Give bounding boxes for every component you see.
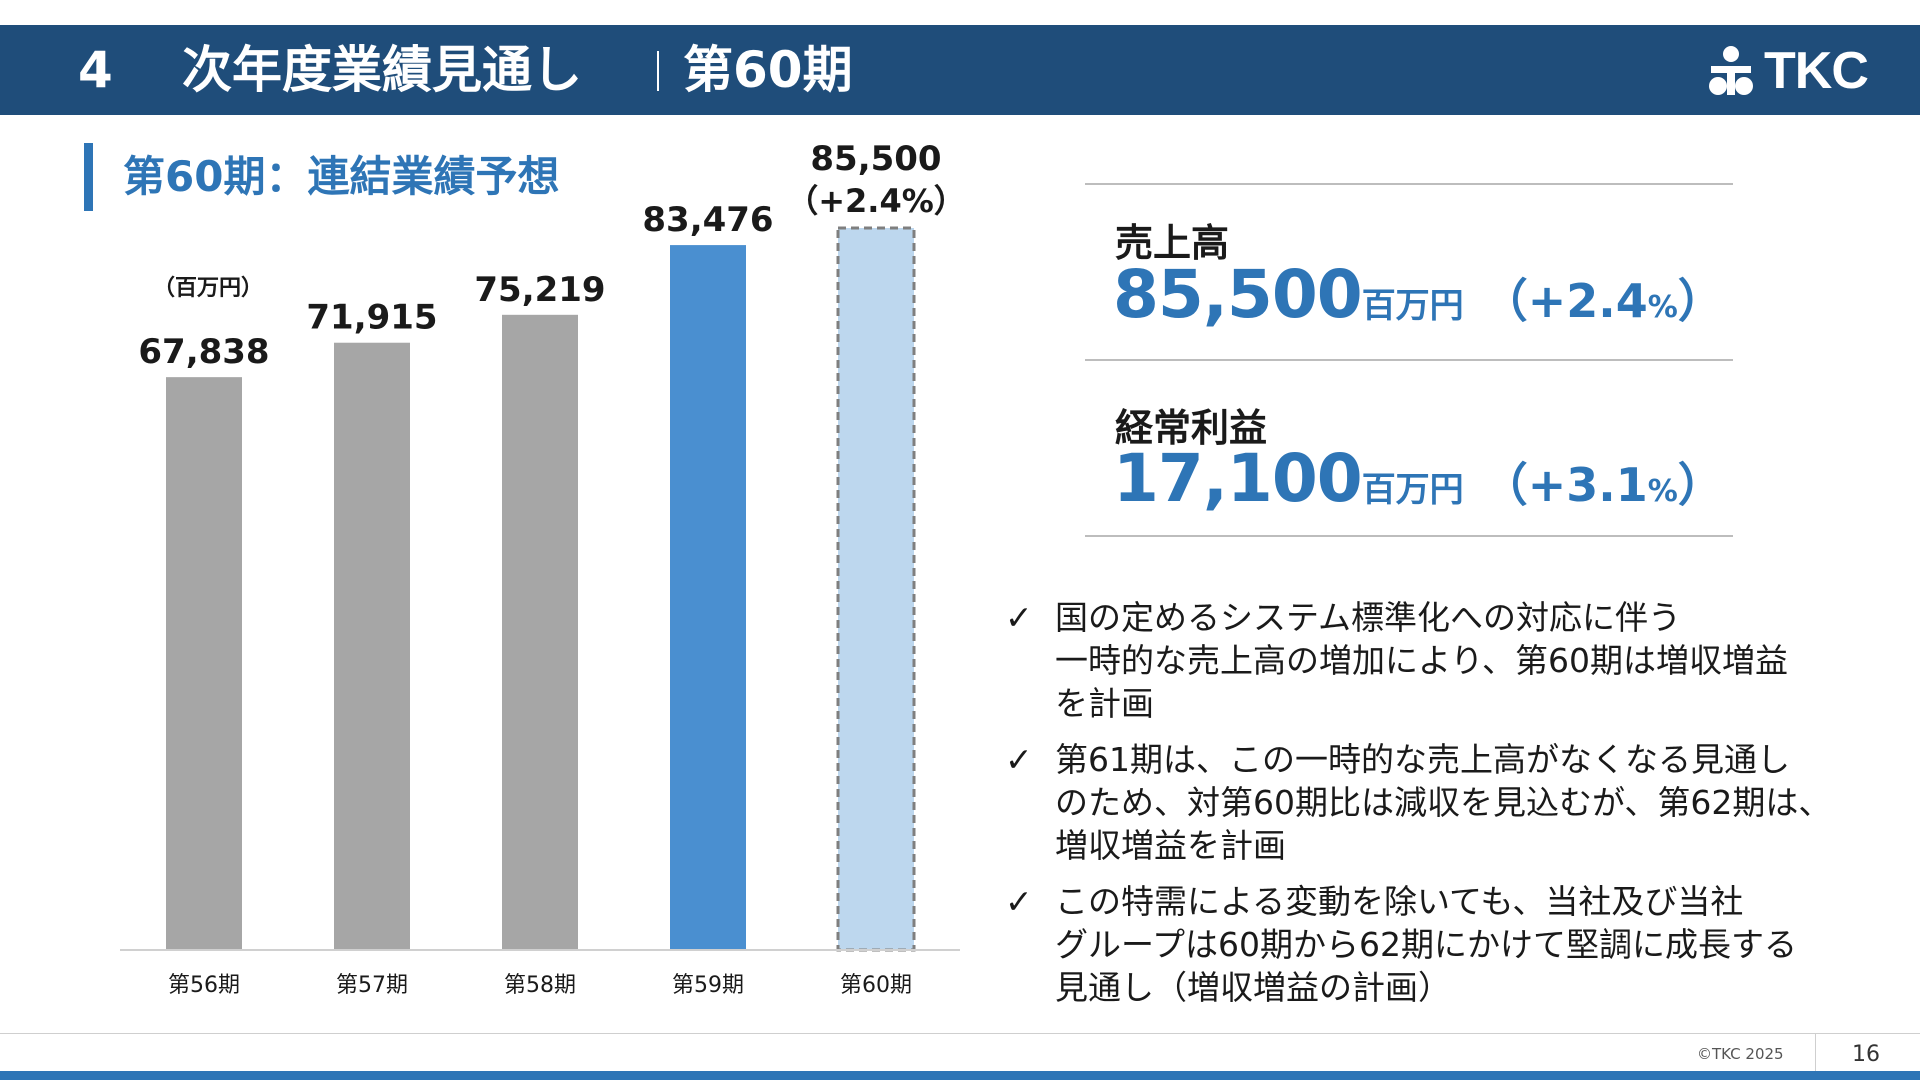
page-number: 16 <box>1852 1042 1880 1067</box>
x-tick-label: 第57期 <box>336 973 408 998</box>
note-line: 増収増益を計画 <box>1055 826 1286 865</box>
tkc-logo-text: TKC <box>1764 42 1869 100</box>
footer-accent-bar <box>0 1071 1920 1080</box>
note-line: グループは60期から62期にかけて堅調に成長する <box>1055 925 1798 964</box>
kpi-profit-amount: 17,100 <box>1113 440 1363 517</box>
note-line: を計画 <box>1055 684 1154 723</box>
kpi-divider-middle <box>1085 359 1733 361</box>
bar-value-label: 83,476 <box>642 200 773 240</box>
note-line: 一時的な売上高の増加により、第60期は増収増益 <box>1055 641 1789 680</box>
tkc-logo-mark-icon <box>1709 46 1753 95</box>
kpi-divider-bottom <box>1085 535 1733 537</box>
bar-value-label: 67,838 <box>138 332 269 372</box>
chart-unit-label: （百万円） <box>153 276 263 301</box>
kpi-profit-close: ） <box>1677 458 1724 512</box>
kpi-label-sales: 売上高 <box>1115 221 1230 265</box>
kpi-value-sales: 85,500百万円 （+2.4%） <box>1113 256 1724 333</box>
bar <box>166 377 242 951</box>
page-title: 次年度業績見通し <box>182 41 582 99</box>
forecast-bar <box>836 226 916 952</box>
bar-value-label: 71,915 <box>306 298 437 338</box>
bar <box>502 314 578 950</box>
kpi-sales-close: ） <box>1677 274 1724 328</box>
kpi-sales-change: +2.4 <box>1527 274 1648 328</box>
page-subtitle: 第60期 <box>683 41 853 99</box>
kpi-profit-open: （ <box>1481 458 1528 512</box>
bar <box>334 342 410 950</box>
x-tick-label: 第60期 <box>840 973 912 998</box>
check-icon: ✓ <box>1005 882 1033 921</box>
copyright: ©TKC 2025 <box>1697 1045 1784 1063</box>
kpi-sales-open: （ <box>1481 274 1528 328</box>
x-tick-label: 第59期 <box>672 973 744 998</box>
kpi-profit-unit: 百万円 <box>1361 470 1464 510</box>
revenue-bar-chart: （百万円） 67,838 第56期 71,915 第57期 75,219 第58期 83,4… <box>120 139 966 998</box>
kpi-sales-pct: % <box>1647 290 1678 325</box>
kpi-divider-top <box>1085 183 1733 185</box>
title-separator <box>657 51 659 91</box>
check-icon: ✓ <box>1005 740 1033 779</box>
note-line: のため、対第60期比は減収を見込むが、第62期は、 <box>1055 783 1832 822</box>
tkc-logo: TKC <box>1706 40 1896 102</box>
bar <box>670 245 746 950</box>
check-icon: ✓ <box>1005 598 1033 637</box>
footer-separator <box>1815 1033 1816 1071</box>
section-number: 4 <box>78 41 113 99</box>
note-item: ✓ 第61期は、この一時的な売上高がなくなる見通し のため、対第60期比は減収を… <box>1005 738 1905 867</box>
bar-value-label: 75,219 <box>474 270 605 310</box>
kpi-profit-pct: % <box>1647 474 1678 509</box>
x-tick-label: 第56期 <box>168 973 240 998</box>
kpi-label-ordinary-profit: 経常利益 <box>1115 406 1268 450</box>
x-tick-label: 第58期 <box>504 973 576 998</box>
note-item: ✓ この特需による変動を除いても、当社及び当社 グループは60期から62期にかけ… <box>1005 880 1905 1009</box>
section-accent-bar <box>84 143 93 211</box>
forecast-growth-label: （+2.4%） <box>786 182 966 220</box>
note-line: 国の定めるシステム標準化への対応に伴う <box>1055 598 1682 637</box>
section-title: 第60期：連結業績予想 <box>123 152 560 201</box>
note-line: 見通し（増収増益の計画） <box>1055 968 1451 1007</box>
kpi-value-ordinary-profit: 17,100百万円 （+3.1%） <box>1113 440 1724 517</box>
forecast-notes: ✓ 国の定めるシステム標準化への対応に伴う 一時的な売上高の増加により、第60期… <box>1005 596 1905 1022</box>
kpi-profit-change: +3.1 <box>1527 458 1648 512</box>
footer-divider <box>0 1033 1920 1034</box>
note-line: 第61期は、この一時的な売上高がなくなる見通し <box>1055 740 1790 779</box>
bar-value-label: 85,500 <box>810 139 941 179</box>
kpi-sales-amount: 85,500 <box>1113 256 1363 333</box>
note-line: この特需による変動を除いても、当社及び当社 <box>1055 882 1744 921</box>
note-item: ✓ 国の定めるシステム標準化への対応に伴う 一時的な売上高の増加により、第60期… <box>1005 596 1905 725</box>
kpi-sales-unit: 百万円 <box>1361 286 1464 326</box>
header-bar: 4 次年度業績見通し 第60期 TKC <box>0 25 1920 115</box>
